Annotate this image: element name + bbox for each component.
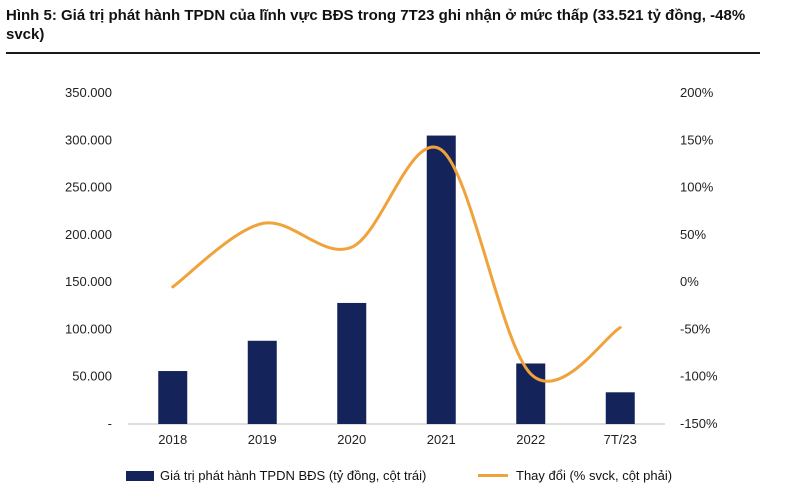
bar <box>247 340 277 424</box>
figure-title: Hình 5: Giá trị phát hành TPDN của lĩnh … <box>6 7 746 43</box>
legend: Giá trị phát hành TPDN BĐS (tỷ đồng, cột… <box>0 468 800 492</box>
right-axis-tick-label: 200% <box>680 85 714 100</box>
left-axis-tick-label: 250.000 <box>65 180 112 195</box>
right-axis-tick-label: 50% <box>680 227 706 242</box>
left-axis-tick-label: 200.000 <box>65 227 112 242</box>
x-axis-tick-label: 7T/23 <box>604 432 637 447</box>
left-axis-tick-label: 300.000 <box>65 132 112 147</box>
left-axis-tick-label: 150.000 <box>65 274 112 289</box>
x-axis-tick-label: 2020 <box>337 432 366 447</box>
left-axis-tick-label: 100.000 <box>65 321 112 336</box>
legend-label-line: Thay đổi (% svck, cột phải) <box>516 468 673 483</box>
left-axis-tick-label: - <box>108 416 112 431</box>
bar <box>158 371 188 424</box>
series-line <box>171 145 622 383</box>
bar-series <box>158 135 635 425</box>
x-axis-tick-label: 2018 <box>158 432 187 447</box>
bar <box>337 302 367 424</box>
legend-item-line: Thay đổi (% svck, cột phải) <box>478 468 672 483</box>
x-axis: 2018 2019 2020 2021 2022 7T/23 <box>128 423 665 447</box>
legend-line-swatch <box>478 474 508 477</box>
right-axis-tick-label: 100% <box>680 180 714 195</box>
legend-label-bars: Giá trị phát hành TPDN BĐS (tỷ đồng, cột… <box>160 468 427 483</box>
x-axis-tick-label: 2019 <box>248 432 277 447</box>
bar <box>605 392 635 424</box>
combo-chart: - 50.000 100.000 150.000 200.000 250.000 300.0… <box>65 85 718 447</box>
bar <box>426 135 456 425</box>
left-axis-tick-label: 350.000 <box>65 85 112 100</box>
line-series <box>171 145 622 383</box>
right-y-axis: -150% -100% -50% 0% 50% 100% 150% 200% <box>680 85 718 431</box>
right-axis-tick-label: 0% <box>680 274 699 289</box>
x-axis-tick-label: 2021 <box>427 432 456 447</box>
right-axis-tick-label: -150% <box>680 416 718 431</box>
right-axis-tick-label: -50% <box>680 321 711 336</box>
legend-bar-swatch <box>126 470 154 481</box>
left-y-axis: - 50.000 100.000 150.000 200.000 250.000 300.0… <box>65 85 112 431</box>
left-axis-tick-label: 50.000 <box>72 369 112 384</box>
title-divider <box>6 52 760 54</box>
right-axis-tick-label: -100% <box>680 369 718 384</box>
legend-item-bars: Giá trị phát hành TPDN BĐS (tỷ đồng, cột… <box>126 468 426 483</box>
right-axis-tick-label: 150% <box>680 132 714 147</box>
x-axis-tick-label: 2022 <box>516 432 545 447</box>
